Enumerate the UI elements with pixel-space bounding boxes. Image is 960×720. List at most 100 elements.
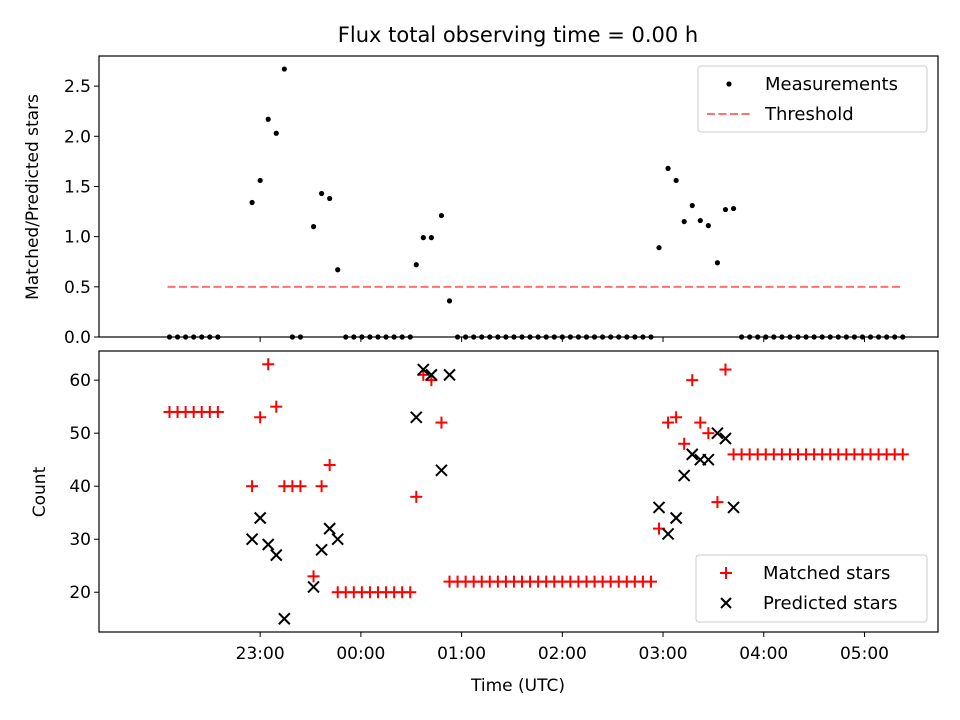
- legend-matched-label: Matched stars: [763, 563, 890, 584]
- predicted-star-point: [307, 580, 320, 594]
- measurement-point: [656, 245, 662, 251]
- predicted-star-point: [331, 533, 344, 546]
- measurement-point: [722, 206, 729, 213]
- top-y-ticks: 0.0 0.5 1.0 1.5 2.0 2.5: [64, 77, 99, 348]
- top-y-axis-label: Matched/Predicted stars: [23, 94, 43, 300]
- predicted-star-point: [315, 543, 328, 557]
- top-legend-frame: [697, 65, 928, 133]
- measurement-point: [673, 177, 679, 184]
- top-panel: Flux total observing time = 0.00 h 0.0 0.…: [23, 23, 939, 348]
- matched-star-point: [323, 458, 336, 471]
- matched-star-point: [896, 448, 909, 461]
- x-tick-label: 04:00: [739, 644, 788, 664]
- y-tick-label: 0.0: [64, 328, 91, 348]
- matched-star-point: [678, 437, 691, 450]
- measurement-point: [665, 165, 671, 171]
- predicted-star-point: [677, 469, 691, 482]
- measurement-point: [697, 217, 703, 224]
- legend-measurements-marker: [726, 81, 732, 87]
- matched-star-point: [711, 496, 724, 509]
- predicted-star-point: [253, 511, 267, 525]
- predicted-star-point: [425, 368, 438, 382]
- predicted-star-point: [262, 538, 275, 551]
- bottom-panel: 20 30 40 50 60 23:00 00:00 01:00 02:00 03:00 04:0…: [30, 350, 939, 696]
- predicted-star-point: [270, 548, 283, 562]
- predicted-star-point: [719, 432, 732, 445]
- predicted-star-point: [711, 426, 724, 440]
- measurement-point: [681, 218, 687, 225]
- x-tick-label: 03:00: [639, 644, 688, 664]
- predicted-star-point: [669, 511, 683, 525]
- legend-predicted-label: Predicted stars: [763, 593, 897, 614]
- predicted-star-point: [417, 363, 430, 376]
- bottom-plot-area: [163, 358, 909, 625]
- top-axes-frame: [98, 55, 939, 338]
- matched-star-point: [644, 575, 657, 588]
- predicted-star-point: [323, 522, 336, 535]
- measurement-point: [257, 177, 263, 184]
- legend-threshold-label: Threshold: [764, 104, 854, 125]
- legend-measurements-label: Measurements: [765, 74, 898, 95]
- y-tick-label: 50: [69, 424, 91, 444]
- measurement-point: [420, 235, 426, 241]
- measurement-point: [428, 235, 434, 241]
- matched-star-point: [254, 411, 267, 424]
- measurement-point: [310, 224, 317, 230]
- matched-star-point: [670, 411, 683, 424]
- measurement-point: [689, 202, 695, 209]
- predicted-star-point: [727, 501, 740, 514]
- matched-star-point: [662, 416, 675, 429]
- y-tick-label: 30: [69, 530, 91, 550]
- measurement-point: [249, 199, 255, 206]
- y-tick-label: 60: [69, 371, 91, 391]
- measurement-point: [730, 205, 737, 212]
- x-axis-label: Time (UTC): [470, 676, 565, 696]
- matched-star-point: [694, 416, 707, 429]
- bottom-y-ticks: 20 30 40 50 60: [69, 371, 99, 603]
- matched-star-point: [404, 586, 417, 599]
- x-tick-label: 00:00: [336, 644, 385, 664]
- matched-star-point: [211, 405, 224, 418]
- measurement-point: [265, 116, 271, 122]
- measurement-point: [273, 130, 279, 136]
- measurement-point: [335, 267, 341, 273]
- predicted-star-point: [278, 612, 291, 625]
- legend-predicted-marker: [720, 597, 732, 609]
- predicted-star-point: [435, 464, 448, 477]
- matched-star-point: [702, 427, 715, 440]
- measurement-point: [327, 195, 333, 202]
- top-plot-area: [166, 66, 906, 340]
- predicted-star-point: [443, 368, 456, 382]
- x-tick-label: 02:00: [538, 644, 587, 664]
- top-title: Flux total observing time = 0.00 h: [338, 23, 698, 47]
- bottom-axes-frame: [98, 350, 939, 633]
- measurement-point: [413, 262, 419, 268]
- y-tick-label: 1.0: [64, 228, 91, 248]
- y-tick-label: 40: [69, 477, 91, 497]
- predicted-star-point: [410, 411, 423, 424]
- y-tick-label: 2.5: [64, 77, 91, 97]
- matched-star-point: [686, 374, 699, 387]
- measurement-point: [281, 66, 287, 72]
- predicted-star-point: [686, 448, 699, 461]
- matched-star-point: [435, 416, 448, 429]
- matched-star-point: [410, 490, 423, 503]
- x-tick-label: 01:00: [437, 644, 486, 664]
- predicted-star-point: [652, 501, 666, 514]
- measurement-point: [714, 260, 721, 266]
- predicted-star-point: [661, 527, 675, 541]
- measurement-point: [446, 298, 453, 304]
- y-tick-label: 1.5: [64, 177, 91, 197]
- matched-star-point: [270, 400, 283, 413]
- predicted-star-point: [702, 453, 715, 466]
- measurement-point: [705, 223, 711, 229]
- matched-star-point: [315, 480, 328, 493]
- y-tick-label: 20: [69, 583, 91, 603]
- matched-star-point: [262, 358, 275, 371]
- measurement-point: [438, 212, 445, 219]
- measurement-point: [318, 190, 325, 197]
- bottom-legend: Matched stars Predicted stars: [695, 554, 928, 623]
- y-tick-label: 0.5: [64, 278, 91, 298]
- bottom-legend-frame: [695, 554, 928, 623]
